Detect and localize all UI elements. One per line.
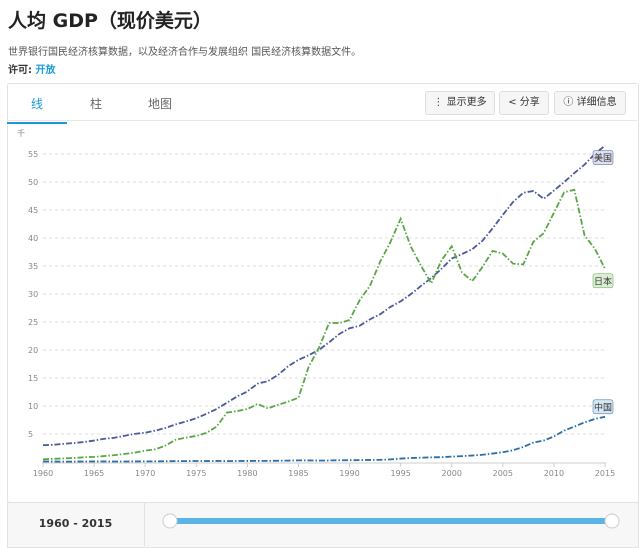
range-label: 1960 - 2015 xyxy=(7,502,145,546)
series-label-box xyxy=(592,273,614,289)
x-tick-label: 1965 xyxy=(84,469,104,478)
footer xyxy=(7,502,639,548)
series-label-box xyxy=(592,150,614,165)
x-tick-label: 1995 xyxy=(390,469,410,478)
y-unit: 千 xyxy=(17,128,25,138)
license-link[interactable]: 开放 xyxy=(35,65,56,76)
y-tick-label: 15 xyxy=(28,374,38,383)
y-tick-label: 45 xyxy=(28,206,38,215)
y-tick-label: 40 xyxy=(28,234,38,243)
button[interactable]: < 分享 xyxy=(499,91,549,115)
series-line xyxy=(42,144,606,447)
slider-handle[interactable] xyxy=(162,513,178,529)
slider-track xyxy=(170,518,612,524)
y-tick-label: 55 xyxy=(28,150,38,159)
y-tick-label: 30 xyxy=(28,290,38,299)
x-tick-label: 1960 xyxy=(33,469,53,478)
series-label: 日本 xyxy=(594,275,612,287)
series-line xyxy=(42,415,606,463)
series-label-box xyxy=(592,399,614,415)
title: 人均 GDP（现价美元） xyxy=(8,10,212,32)
license-label: 许可: xyxy=(8,65,32,76)
x-tick-label: 2010 xyxy=(544,469,564,478)
tab[interactable]: 线 xyxy=(7,95,67,124)
slider-handle[interactable] xyxy=(604,513,620,529)
series-line xyxy=(42,188,606,461)
tab[interactable]: 柱 xyxy=(89,97,102,111)
y-tick-label: 5 xyxy=(28,430,33,439)
y-tick-label: 50 xyxy=(28,178,38,187)
y-tick-label: 35 xyxy=(28,262,38,271)
tab[interactable]: 地图 xyxy=(147,97,172,111)
series-label: 美国 xyxy=(594,152,612,164)
x-tick-label: 2015 xyxy=(595,469,615,478)
button-label: 显示更多 xyxy=(446,97,487,108)
source: 世界银行国民经济核算数据，以及经济合作与发展组织 国民经济核算数据文件。 xyxy=(8,47,362,58)
button[interactable]: ⓘ 详细信息 xyxy=(554,91,626,115)
license: 许可: 开放 xyxy=(8,61,55,76)
y-tick-label: 25 xyxy=(28,318,38,327)
button-label: 详细信息 xyxy=(576,97,617,108)
button-label: 分享 xyxy=(519,97,540,108)
x-tick-label: 1970 xyxy=(135,469,155,478)
x-tick-label: 2005 xyxy=(493,469,513,478)
y-tick-label: 10 xyxy=(28,402,38,411)
tab-divider xyxy=(8,120,637,121)
x-tick-label: 1990 xyxy=(339,469,359,478)
y-tick-label: 20 xyxy=(28,346,38,355)
button[interactable]: ⋮ 显示更多 xyxy=(425,91,495,115)
series-label: 中国 xyxy=(594,401,612,413)
x-tick-label: 1975 xyxy=(186,469,206,478)
x-tick-label: 1980 xyxy=(237,469,257,478)
x-tick-label: 1985 xyxy=(288,469,308,478)
x-tick-label: 2000 xyxy=(442,469,462,478)
